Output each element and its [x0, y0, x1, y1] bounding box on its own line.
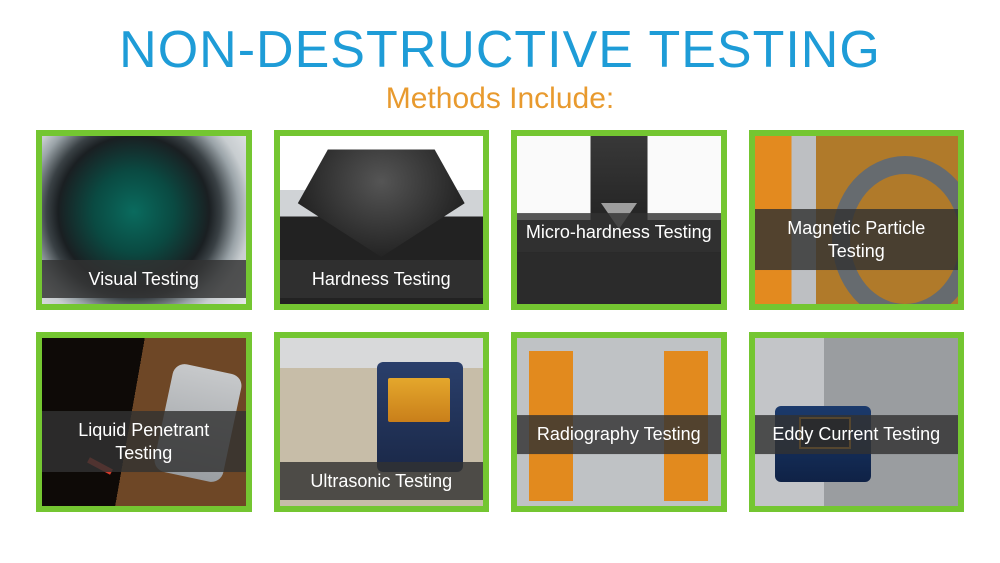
card-magnetic-particle-testing: Magnetic Particle Testing — [749, 130, 965, 310]
card-label: Hardness Testing — [280, 260, 484, 299]
page-subtitle: Methods Include: — [30, 82, 970, 116]
methods-grid: Visual Testing Hardness Testing Micro-ha… — [30, 130, 970, 512]
card-label: Liquid Penetrant Testing — [42, 411, 246, 472]
card-label: Radiography Testing — [517, 415, 721, 454]
card-label: Magnetic Particle Testing — [755, 209, 959, 270]
card-liquid-penetrant-testing: Liquid Penetrant Testing — [36, 332, 252, 512]
card-label: Eddy Current Testing — [755, 415, 959, 454]
card-visual-testing: Visual Testing — [36, 130, 252, 310]
card-radiography-testing: Radiography Testing — [511, 332, 727, 512]
card-eddy-current-testing: Eddy Current Testing — [749, 332, 965, 512]
card-hardness-testing: Hardness Testing — [274, 130, 490, 310]
card-label: Visual Testing — [42, 260, 246, 299]
card-micro-hardness-testing: Micro-hardness Testing — [511, 130, 727, 310]
card-ultrasonic-testing: Ultrasonic Testing — [274, 332, 490, 512]
card-label: Micro-hardness Testing — [517, 213, 721, 252]
card-label: Ultrasonic Testing — [280, 462, 484, 501]
page-title: NON-DESTRUCTIVE TESTING — [30, 20, 970, 80]
